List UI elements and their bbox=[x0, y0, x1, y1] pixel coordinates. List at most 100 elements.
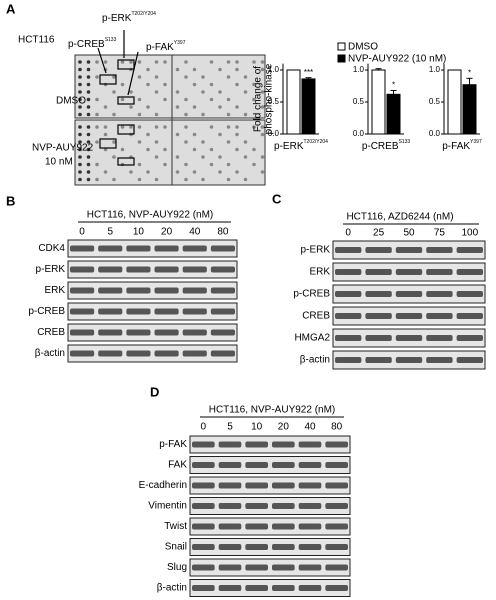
array-dot bbox=[78, 97, 82, 102]
y-tick-label: 0.5 bbox=[268, 97, 280, 106]
band bbox=[395, 291, 423, 297]
row-label: β-actin bbox=[300, 355, 330, 366]
array-dot bbox=[235, 132, 239, 137]
x-label-name: p-CREB bbox=[362, 141, 399, 152]
array-dot bbox=[112, 140, 116, 144]
band bbox=[218, 523, 242, 530]
array-dot bbox=[252, 162, 256, 167]
array-dot bbox=[86, 140, 91, 144]
array-dot bbox=[235, 60, 239, 64]
band bbox=[154, 308, 179, 315]
band bbox=[126, 329, 151, 336]
row-label: ERK bbox=[309, 267, 330, 278]
blot-strip bbox=[189, 558, 351, 577]
band bbox=[154, 287, 179, 294]
array-dot bbox=[252, 60, 256, 64]
array-dot bbox=[146, 105, 150, 109]
x-label-site: Y397 bbox=[470, 139, 482, 145]
y-tick-label: 1.0 bbox=[353, 65, 365, 74]
row-label: Twist bbox=[164, 521, 187, 532]
blot-strip bbox=[189, 579, 351, 597]
band bbox=[365, 335, 392, 341]
band bbox=[192, 482, 215, 489]
band bbox=[426, 335, 453, 341]
x-label-site: T202/Y204 bbox=[303, 139, 328, 145]
array-dot bbox=[86, 170, 91, 174]
y-tick-label: 0.0 bbox=[429, 129, 441, 138]
band bbox=[325, 462, 348, 468]
array-dot bbox=[260, 170, 265, 174]
significance: * bbox=[392, 81, 395, 90]
y-axis-label: phospho-kinase bbox=[264, 63, 275, 134]
array-dot bbox=[184, 75, 188, 79]
band bbox=[192, 462, 215, 468]
band bbox=[426, 291, 453, 297]
lane-label: 10 bbox=[133, 227, 145, 238]
band bbox=[272, 564, 295, 571]
band bbox=[426, 357, 453, 363]
band bbox=[126, 266, 151, 273]
array-dot bbox=[78, 125, 82, 129]
band bbox=[218, 544, 242, 550]
array-dot bbox=[86, 90, 91, 94]
band bbox=[245, 462, 268, 468]
blot-title: HCT116, NVP-AUY922 (nM) bbox=[209, 405, 336, 416]
array-dot bbox=[78, 82, 82, 87]
band bbox=[335, 291, 362, 297]
band bbox=[298, 523, 322, 530]
y-tick-label: 0.0 bbox=[268, 129, 280, 138]
array-dot bbox=[252, 82, 256, 87]
target-label: p-CREBS133 bbox=[68, 37, 117, 49]
array-dot bbox=[78, 155, 82, 159]
array-dot bbox=[260, 90, 265, 94]
array-dot bbox=[95, 140, 99, 144]
array-dot bbox=[86, 155, 91, 159]
array-dot bbox=[218, 170, 222, 174]
array-dot bbox=[78, 140, 82, 144]
array-dot bbox=[129, 60, 133, 64]
band bbox=[335, 357, 362, 363]
array-dot bbox=[103, 125, 108, 129]
significance: *** bbox=[304, 68, 313, 77]
band bbox=[245, 523, 268, 530]
band bbox=[298, 585, 322, 591]
target-site: Y397 bbox=[174, 40, 186, 46]
lane-label: 10 bbox=[251, 422, 263, 433]
x-label-name: p-FAK bbox=[442, 141, 470, 152]
band bbox=[272, 503, 295, 509]
array-dot bbox=[86, 105, 91, 109]
array-dot bbox=[86, 177, 91, 182]
band bbox=[456, 247, 483, 253]
row-label: p-CREB bbox=[28, 306, 65, 317]
band bbox=[98, 308, 123, 315]
array-dot bbox=[235, 170, 239, 174]
array-dot bbox=[78, 105, 82, 109]
band bbox=[325, 544, 348, 550]
band bbox=[70, 329, 95, 336]
band bbox=[192, 503, 215, 509]
array-dot bbox=[163, 125, 167, 129]
row-label: Slug bbox=[167, 562, 187, 573]
array-dot bbox=[129, 90, 133, 94]
lane-label: 80 bbox=[217, 227, 229, 238]
array-dot bbox=[184, 97, 188, 102]
x-axis-label: p-ERKT202/Y204 bbox=[274, 139, 328, 151]
band bbox=[98, 266, 123, 273]
band bbox=[365, 357, 392, 363]
band bbox=[154, 350, 179, 357]
array-dot bbox=[95, 97, 99, 102]
array-dot bbox=[243, 75, 248, 79]
blot-strip bbox=[189, 517, 351, 536]
band bbox=[365, 269, 392, 275]
band bbox=[182, 350, 207, 357]
lane-label: 0 bbox=[201, 422, 207, 433]
y-tick-label: 1.0 bbox=[429, 65, 441, 74]
array-dot bbox=[78, 60, 82, 64]
array-dot bbox=[95, 112, 99, 117]
condition-label: 10 nM bbox=[45, 157, 73, 168]
band bbox=[426, 313, 453, 319]
array-dot bbox=[235, 105, 239, 109]
array-dot bbox=[252, 125, 256, 129]
array-dot bbox=[120, 82, 125, 87]
row-label: p-ERK bbox=[36, 264, 66, 275]
